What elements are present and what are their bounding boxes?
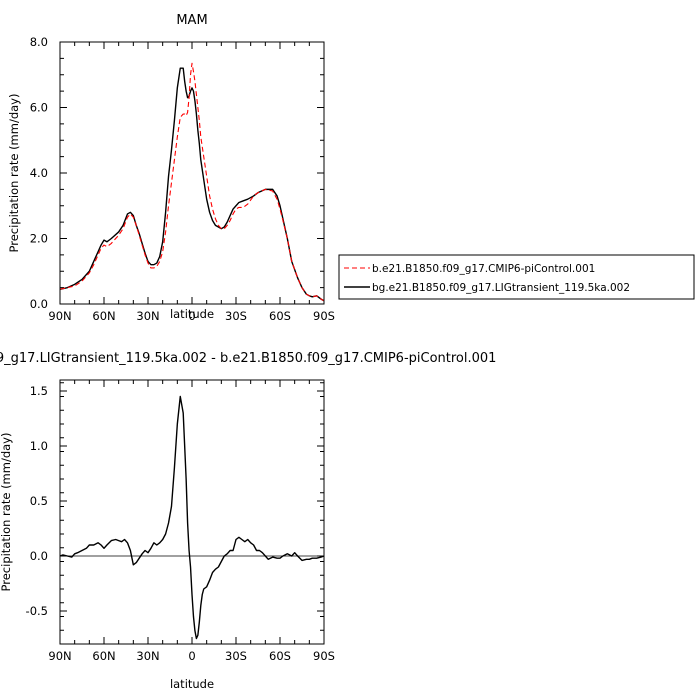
- y-tick-label-bottom-0-0: 0.0: [30, 549, 48, 563]
- x-tick-label-top-30s: 30S: [225, 309, 247, 323]
- legend: b.e21.B1850.f09_g17.CMIP6-piControl.001 …: [339, 255, 694, 299]
- panel-mam: MAM latitude Precipitation rate (mm/day)…: [7, 13, 335, 323]
- x-tick-label-top-90s: 90S: [313, 309, 335, 323]
- y-tick-label-bottom-1-0: 1.0: [30, 439, 48, 453]
- y-tick-label-top-8-0: 8.0: [30, 35, 48, 49]
- series-line-bottom-0: [60, 397, 324, 639]
- y-tick-label-bottom-1-5: 1.5: [30, 384, 48, 398]
- tick-group-bottom: 90N 60N 30N 0 30S 60S 90S -0.5 0.0 0.5 1.0 1.5: [26, 380, 335, 663]
- x-tick-label-bottom-60n: 60N: [92, 649, 115, 663]
- chart-title-difference: bg.e21.B1850.f09_g17.LIGtransient_119.5k…: [0, 351, 496, 366]
- x-tick-label-bottom-60s: 60S: [269, 649, 291, 663]
- panel-difference: bg.e21.B1850.f09_g17.LIGtransient_119.5k…: [0, 351, 496, 691]
- legend-label-picontrol: b.e21.B1850.f09_g17.CMIP6-piControl.001: [372, 263, 595, 275]
- plot-frame-top: [60, 42, 324, 304]
- y-tick-label-bottom-0-5: 0.5: [30, 494, 48, 508]
- y-tick-label-top-6-0: 6.0: [30, 101, 48, 115]
- x-tick-label-bottom-0: 0: [188, 649, 195, 663]
- chart-title-mam: MAM: [176, 13, 207, 28]
- plot-area-bottom: [60, 397, 324, 639]
- x-tick-label-bottom-90s: 90S: [313, 649, 335, 663]
- y-axis-label-bottom: Precipitation rate (mm/day): [0, 433, 13, 592]
- x-tick-label-top-90n: 90N: [48, 309, 71, 323]
- y-tick-label-top-2-0: 2.0: [30, 232, 48, 246]
- y-tick-label-top-0-0: 0.0: [30, 297, 48, 311]
- legend-label-ligtransient: bg.e21.B1850.f09_g17.LIGtransient_119.5k…: [372, 282, 630, 294]
- y-axis-label-top: Precipitation rate (mm/day): [7, 94, 21, 253]
- series-line-top-b-e21-b1850-f09-g17-cmip6-picontrol-001: [60, 63, 324, 300]
- x-tick-label-bottom-90n: 90N: [48, 649, 71, 663]
- x-tick-label-bottom-30s: 30S: [225, 649, 247, 663]
- series-line-top-bg-e21-b1850-f09-g17-ligtransient-119-5ka-002: [60, 68, 324, 301]
- y-tick-label-top-4-0: 4.0: [30, 166, 48, 180]
- tick-group-top: 90N 60N 30N 0 30S 60S 90S 0.0 2.0 4.0 6.0 8.0: [30, 35, 335, 323]
- x-tick-label-bottom-30n: 30N: [136, 649, 159, 663]
- y-tick-label-bottom-0-5: -0.5: [26, 604, 48, 618]
- x-tick-label-top-30n: 30N: [136, 309, 159, 323]
- x-axis-label-bottom: latitude: [170, 677, 214, 691]
- x-tick-label-top-60n: 60N: [92, 309, 115, 323]
- plot-area-top: [60, 63, 324, 300]
- x-tick-label-top-60s: 60S: [269, 309, 291, 323]
- x-tick-label-top-0: 0: [188, 309, 195, 323]
